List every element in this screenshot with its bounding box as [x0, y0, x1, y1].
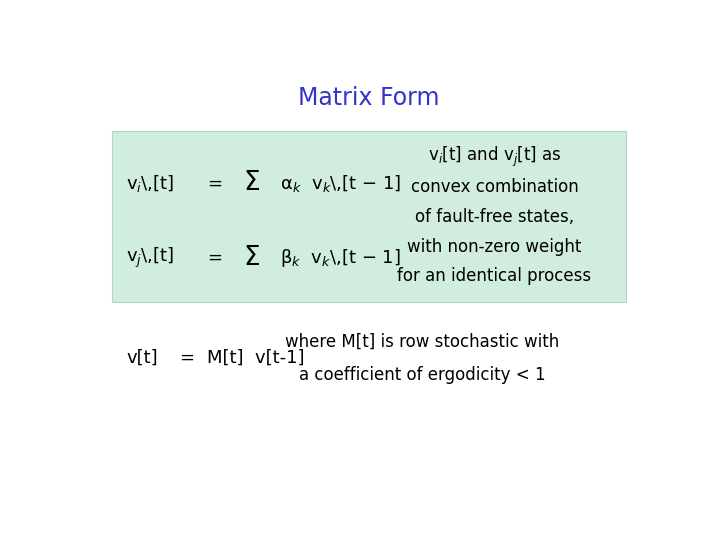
Text: of fault-free states,: of fault-free states, — [415, 207, 574, 226]
Text: $\Sigma$: $\Sigma$ — [243, 170, 261, 197]
Text: where M[t] is row stochastic with: where M[t] is row stochastic with — [285, 332, 559, 350]
Text: $\Sigma$: $\Sigma$ — [243, 245, 261, 271]
Text: =: = — [207, 174, 222, 192]
Text: β$_k$  v$_k$\,[t − 1]: β$_k$ v$_k$\,[t − 1] — [280, 247, 400, 269]
Text: v[t]: v[t] — [126, 349, 158, 367]
Text: M[t]  v[t-1]: M[t] v[t-1] — [207, 349, 305, 367]
Text: α$_k$  v$_k$\,[t − 1]: α$_k$ v$_k$\,[t − 1] — [280, 173, 401, 194]
Text: with non-zero weight: with non-zero weight — [408, 238, 582, 255]
Text: Matrix Form: Matrix Form — [298, 86, 440, 110]
Text: v$_i$[t] and v$_j$[t] as: v$_i$[t] and v$_j$[t] as — [428, 145, 562, 169]
Text: =: = — [179, 349, 194, 367]
FancyBboxPatch shape — [112, 131, 626, 302]
Text: v$_j$\,[t]: v$_j$\,[t] — [126, 246, 174, 270]
Text: =: = — [207, 249, 222, 267]
Text: a coefficient of ergodicity < 1: a coefficient of ergodicity < 1 — [299, 366, 545, 383]
Text: convex combination: convex combination — [410, 178, 578, 195]
Text: for an identical process: for an identical process — [397, 267, 592, 286]
Text: v$_i$\,[t]: v$_i$\,[t] — [126, 173, 174, 194]
